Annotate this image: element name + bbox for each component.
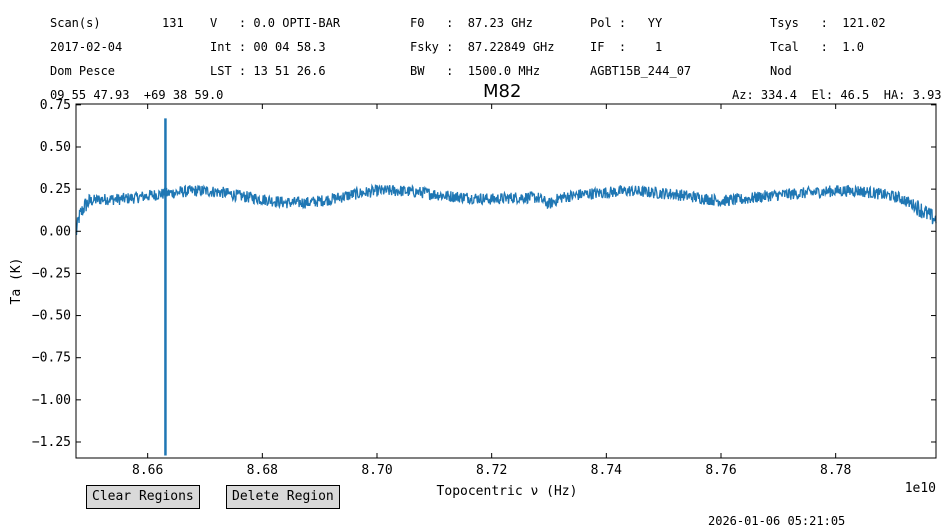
series-layer: [75, 118, 937, 456]
y-tick-label: −1.25: [32, 435, 71, 450]
y-tick-label: 0.25: [40, 182, 71, 197]
tcal-info: Tcal : 1.0: [770, 40, 864, 54]
plot-frame: [75, 103, 937, 459]
x-axis: 8.66 8.68 8.70 8.72 8.74 8.76 8.78: [132, 104, 851, 478]
x-tick-label: 8.68: [247, 463, 278, 478]
y-tick-label: 0.75: [40, 98, 71, 113]
bandwidth-info: BW : 1500.0 MHz: [410, 64, 541, 78]
y-tick-label: −0.75: [32, 351, 71, 366]
sky-frequency: Fsky : 87.22849 GHz: [410, 40, 555, 54]
scan-label: Scan(s): [50, 16, 101, 30]
tsys-info: Tsys : 121.02: [770, 16, 886, 30]
y-tick-label: −0.50: [32, 309, 71, 324]
x-tick-label: 8.78: [820, 463, 851, 478]
project-id: AGBT15B_244_07: [590, 64, 692, 78]
az-el-ha-info: Az: 334.4 El: 46.5 HA: 3.93: [732, 88, 942, 102]
velocity-info: V : 0.0 OPTI-BAR: [210, 16, 341, 30]
y-tick-label: 0.50: [40, 140, 71, 155]
observation-date: 2017-02-04: [50, 40, 123, 54]
x-tick-label: 8.76: [705, 463, 736, 478]
observer-name: Dom Pesce: [50, 64, 116, 78]
timestamp: 2026-01-06 05:21:05: [708, 514, 846, 528]
y-tick-label: −1.00: [32, 393, 71, 408]
delete-region-button[interactable]: Delete Region: [226, 485, 340, 509]
x-tick-label: 8.74: [591, 463, 622, 478]
y-axis: 0.75 0.50 0.25 0.00 −0.25 −0.50 −0.75 −1.00 −1.2…: [32, 98, 936, 450]
clear-regions-button[interactable]: Clear Regions: [86, 485, 200, 509]
polarization-info: Pol : YY: [590, 16, 663, 30]
if-info: IF : 1: [590, 40, 663, 54]
chart-title: M82: [483, 81, 522, 102]
rest-frequency: F0 : 87.23 GHz: [410, 16, 533, 30]
x-tick-label: 8.66: [132, 463, 163, 478]
integration-time: Int : 00 04 58.3: [210, 40, 326, 54]
y-axis-label: Ta (K): [9, 258, 24, 305]
spectrum-line: [75, 183, 937, 236]
y-tick-label: 0.00: [40, 224, 71, 239]
x-axis-offset-label: 1e10: [905, 481, 936, 496]
y-tick-label: −0.25: [32, 266, 71, 281]
lst-info: LST : 13 51 26.6: [210, 64, 326, 78]
x-tick-label: 8.70: [361, 463, 392, 478]
scan-value: 131: [162, 16, 184, 30]
source-coordinates: 09 55 47.93 +69 38 59.0: [50, 88, 224, 102]
x-tick-label: 8.72: [476, 463, 507, 478]
x-axis-label: Topocentric ν (Hz): [437, 484, 578, 499]
procedure-info: Nod: [770, 64, 792, 78]
